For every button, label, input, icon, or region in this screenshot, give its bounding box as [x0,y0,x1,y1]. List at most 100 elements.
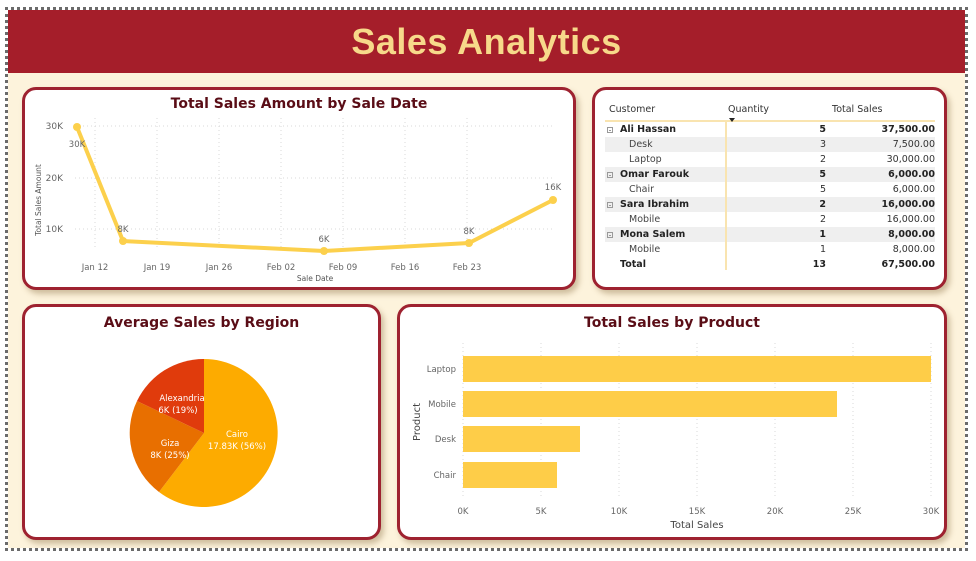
line-chart-plot[interactable]: 30K 20K 10K Jan 12 Jan 19 Jan 26 Feb 02 … [25,90,573,287]
pie-label-alexandria-value: 6K (19%) [158,406,197,416]
data-point[interactable] [465,239,473,247]
product-name: Chair [629,184,655,195]
matrix-header: Customer Quantity Total Sales [605,98,935,122]
matrix-row[interactable]: Omar Farouk 5 6,000.00 [605,167,935,182]
column-header-customer[interactable]: Customer [609,103,656,115]
data-label: 8K [118,225,129,235]
product-name: Desk [629,139,653,150]
x-tick: 0K [458,507,469,517]
customer-name: Sara Ibrahim [620,199,690,210]
x-tick: Feb 09 [329,263,358,273]
x-tick: Jan 19 [143,263,171,273]
report-title: Sales Analytics [351,20,622,62]
column-header-total-sales[interactable]: Total Sales [832,103,883,115]
x-tick: 15K [689,507,706,517]
matrix-row[interactable]: Sara Ibrahim 2 16,000.00 [605,197,935,212]
pie-label-giza-value: 8K (25%) [150,451,189,461]
quantity-cell: 5 [819,124,826,135]
x-tick: 30K [923,507,940,517]
sales-cell: 6,000.00 [888,169,935,180]
x-tick: 25K [845,507,862,517]
matrix-row[interactable]: Chair 5 6,000.00 [605,182,935,197]
quantity-cell: 1 [819,229,826,240]
data-label: 6K [319,235,330,245]
bar-laptop[interactable] [463,356,931,382]
sales-cell: 30,000.00 [886,154,935,165]
data-point[interactable] [119,237,127,245]
line-chart-card[interactable]: Total Sales Amount by Sale Date 30K 20K … [22,87,576,290]
pie-label-alexandria-name: Alexandria [159,394,204,404]
y-axis-label: Total Sales Amount [34,164,43,237]
bar-chart-card[interactable]: Total Sales by Product Laptop Mobile Des… [397,304,947,540]
pie-label-cairo-name: Cairo [226,430,248,440]
collapse-icon[interactable] [607,172,613,178]
x-axis-label: Total Sales [669,520,723,531]
y-tick: 10K [46,225,64,235]
customer-matrix: Customer Quantity Total Sales Ali Hassan… [605,98,935,272]
collapse-icon[interactable] [607,127,613,133]
sales-cell: 7,500.00 [892,139,935,150]
x-axis-label: Sale Date [297,274,334,283]
collapse-icon[interactable] [607,232,613,238]
data-point[interactable] [549,196,557,204]
matrix-row[interactable]: Mona Salem 1 8,000.00 [605,227,935,242]
bar-chart-title: Total Sales by Product [584,315,760,331]
bar-chart-plot[interactable]: Laptop Mobile Desk Chair 0K 5K 10K 15K 2… [400,307,944,537]
y-tick: Mobile [428,400,456,410]
total-sales: 67,500.00 [881,259,936,270]
pie-label-giza-name: Giza [161,439,180,449]
sort-descending-icon[interactable] [729,117,735,122]
pie-chart-plot[interactable]: Cairo 17.83K (56%) Giza 8K (25%) Alexand… [25,307,378,537]
report-header: Sales Analytics [8,10,965,73]
data-label: 16K [545,183,562,193]
bar-chair[interactable] [463,462,557,488]
quantity-cell: 3 [819,139,826,150]
column-header-quantity[interactable]: Quantity [725,103,830,122]
pie-slice-cairo[interactable] [159,359,278,507]
matrix-row[interactable]: Laptop 2 30,000.00 [605,152,935,167]
customer-matrix-card[interactable]: Customer Quantity Total Sales Ali Hassan… [592,87,947,290]
y-tick: Chair [434,471,457,481]
pie-slice-giza[interactable] [129,401,204,492]
sales-line[interactable] [75,126,554,253]
product-name: Mobile [629,244,661,255]
y-tick: 30K [46,122,64,132]
data-label: 8K [464,227,475,237]
quantity-cell: 5 [819,184,826,195]
matrix-total-row: Total 13 67,500.00 [605,257,935,272]
bar-desk[interactable] [463,426,580,452]
total-label: Total [620,259,646,270]
sales-cell: 6,000.00 [892,184,935,195]
line-chart-title: Total Sales Amount by Sale Date [170,96,428,112]
sales-cell: 37,500.00 [881,124,936,135]
matrix-row[interactable]: Mobile 1 8,000.00 [605,242,935,257]
data-point[interactable] [73,123,81,131]
matrix-row[interactable]: Desk 3 7,500.00 [605,137,935,152]
matrix-row[interactable]: Ali Hassan 5 37,500.00 [605,122,935,137]
matrix-row[interactable]: Mobile 2 16,000.00 [605,212,935,227]
customer-name: Ali Hassan [620,124,677,135]
y-tick: Desk [435,435,456,445]
customer-name: Omar Farouk [620,169,690,180]
x-tick: 5K [536,507,547,517]
collapse-icon[interactable] [607,202,613,208]
x-tick: Jan 26 [205,263,233,273]
pie-chart-card[interactable]: Average Sales by Region Cairo 17.83K (56… [22,304,381,540]
pie-slice-alexandria[interactable] [137,358,204,433]
data-label: 30K [69,140,86,150]
product-name: Mobile [629,214,661,225]
y-axis-label: Product [412,403,423,441]
x-tick: Feb 16 [391,263,420,273]
product-name: Laptop [629,154,662,165]
total-quantity: 13 [812,259,826,270]
sales-cell: 16,000.00 [886,214,935,225]
y-tick: Laptop [427,365,456,375]
column-divider[interactable] [725,120,727,270]
quantity-cell: 2 [819,154,826,165]
bar-mobile[interactable] [463,391,837,417]
x-tick: Feb 02 [267,263,296,273]
quantity-header-label: Quantity [728,103,770,115]
data-point[interactable] [320,247,328,255]
quantity-cell: 2 [819,199,826,210]
pie-chart-title: Average Sales by Region [103,315,300,331]
